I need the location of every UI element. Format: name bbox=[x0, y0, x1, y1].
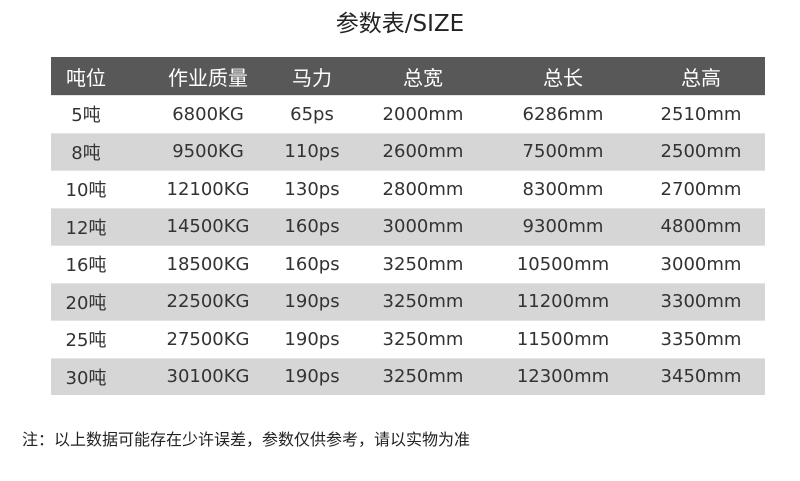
table-cell: 3000mm bbox=[382, 216, 464, 238]
spec-table: 吨位 作业质量 马力 总宽 总长 总高 5吨 6800KG 65ps 2000mm 6286mm 2… bbox=[51, 57, 765, 395]
table-cell: 3250mm bbox=[382, 253, 464, 275]
table-cell: 9500KG bbox=[172, 141, 244, 163]
table-cell: 14500KG bbox=[166, 216, 250, 238]
table-cell: 4800mm bbox=[660, 216, 742, 238]
table-cell: 11200mm bbox=[516, 291, 610, 313]
table-cell: 2500mm bbox=[660, 141, 742, 163]
table-cell: 2600mm bbox=[382, 141, 464, 163]
table-cell: 160ps bbox=[284, 253, 340, 275]
table-cell: 8吨 bbox=[71, 142, 101, 164]
table-cell: 10500mm bbox=[516, 253, 610, 275]
table-cell: 16吨 bbox=[65, 255, 107, 277]
table-row: 12吨 14500KG 160ps 3000mm 9300mm 4800mm bbox=[51, 207, 765, 245]
column-header: 总高 bbox=[681, 65, 721, 90]
table-cell: 8300mm bbox=[522, 178, 604, 200]
table-cell: 110ps bbox=[284, 141, 340, 163]
table-cell: 190ps bbox=[284, 291, 340, 313]
table-row: 16吨 18500KG 160ps 3250mm 10500mm 3000mm bbox=[51, 245, 765, 283]
table-cell: 2000mm bbox=[382, 103, 464, 125]
table-cell: 22500KG bbox=[166, 291, 250, 313]
table-cell: 6286mm bbox=[522, 103, 604, 125]
table-cell: 7500mm bbox=[522, 141, 604, 163]
table-cell: 160ps bbox=[284, 216, 340, 238]
table-cell: 190ps bbox=[284, 366, 340, 388]
table-header: 吨位 作业质量 马力 总宽 总长 总高 bbox=[51, 57, 765, 95]
table-cell: 25吨 bbox=[65, 330, 107, 352]
table-cell: 11500mm bbox=[516, 328, 610, 350]
page-title: 参数表/SIZE bbox=[335, 11, 465, 37]
column-header: 吨位 bbox=[66, 65, 106, 90]
table-cell: 30吨 bbox=[65, 367, 107, 389]
table-row: 10吨 12100KG 130ps 2800mm 8300mm 2700mm bbox=[51, 170, 765, 208]
table-cell: 3300mm bbox=[660, 291, 742, 313]
table-cell: 190ps bbox=[284, 328, 340, 350]
column-header: 总长 bbox=[543, 65, 583, 90]
column-header: 马力 bbox=[292, 65, 332, 90]
table-cell: 2510mm bbox=[660, 103, 742, 125]
table-row: 5吨 6800KG 65ps 2000mm 6286mm 2510mm bbox=[51, 95, 765, 133]
table-row: 20吨 22500KG 190ps 3250mm 11200mm 3300mm bbox=[51, 282, 765, 320]
table-cell: 20吨 bbox=[65, 292, 107, 314]
table-cell: 12吨 bbox=[65, 217, 107, 239]
table-cell: 3000mm bbox=[660, 253, 742, 275]
table-cell: 130ps bbox=[284, 178, 340, 200]
table-cell: 12300mm bbox=[516, 366, 610, 388]
table-cell: 27500KG bbox=[166, 328, 250, 350]
table-cell: 3250mm bbox=[382, 366, 464, 388]
disclaimer-note: 注：以上数据可能存在少许误差，参数仅供参考，请以实物为准 bbox=[22, 430, 471, 449]
table-cell: 3450mm bbox=[660, 366, 742, 388]
table-row: 25吨 27500KG 190ps 3250mm 11500mm 3350mm bbox=[51, 320, 765, 358]
table-cell: 2700mm bbox=[660, 178, 742, 200]
table-row: 8吨 9500KG 110ps 2600mm 7500mm 2500mm bbox=[51, 132, 765, 170]
table-cell: 18500KG bbox=[166, 253, 250, 275]
table-cell: 10吨 bbox=[65, 180, 107, 202]
table-cell: 5吨 bbox=[71, 105, 101, 127]
table-cell: 12100KG bbox=[166, 178, 250, 200]
column-header: 总宽 bbox=[403, 65, 443, 90]
table-cell: 2800mm bbox=[382, 178, 464, 200]
table-cell: 30100KG bbox=[166, 366, 250, 388]
table-row: 30吨 30100KG 190ps 3250mm 12300mm 3450mm bbox=[51, 357, 765, 395]
column-header: 作业质量 bbox=[168, 65, 248, 90]
table-cell: 65ps bbox=[290, 103, 334, 125]
table-cell: 3250mm bbox=[382, 291, 464, 313]
table-cell: 9300mm bbox=[522, 216, 604, 238]
table-cell: 3250mm bbox=[382, 328, 464, 350]
table-cell: 6800KG bbox=[172, 103, 244, 125]
table-cell: 3350mm bbox=[660, 328, 742, 350]
